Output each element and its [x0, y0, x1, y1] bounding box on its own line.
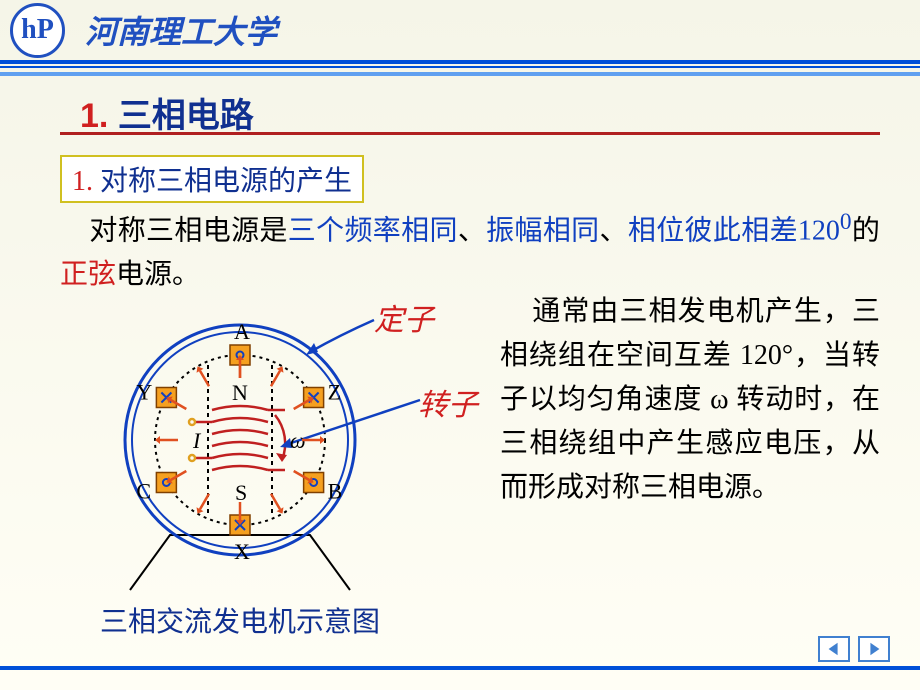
p1-seg3: 、 [458, 215, 486, 246]
svg-text:X: X [234, 539, 250, 564]
paragraph-2: 通常由三相发电机产生，三相绕组在空间互差 120°，当转子以均匀角速度 ω 转动… [500, 290, 880, 510]
stator-pointer [310, 320, 374, 352]
title-number: 1. [80, 97, 108, 135]
p2-text: 通常由三相发电机产生，三相绕组在空间互差 120°，当转子以均匀角速度 ω 转动… [500, 296, 880, 503]
p1-seg10: 电源。 [116, 259, 200, 290]
p1-seg2: 三个频率相同 [288, 215, 458, 246]
header: hP 河南理工大学 [0, 0, 920, 60]
bottom-rule [0, 666, 920, 670]
rule-thick [0, 60, 920, 64]
svg-text:B: B [328, 479, 343, 504]
subtitle-text: 对称三相电源的产生 [100, 166, 352, 197]
subtitle-number: 1. [72, 166, 93, 197]
diagram-caption: 三相交流发电机示意图 [100, 600, 380, 640]
paragraph-1: 对称三相电源是三个频率相同、振幅相同、相位彼此相差1200的正弦电源。 [60, 200, 880, 297]
next-button[interactable] [858, 636, 890, 662]
logo-text: hP [21, 14, 54, 46]
p1-seg1: 对称三相电源是 [89, 215, 287, 246]
university-logo: hP [10, 3, 65, 58]
nav-buttons [818, 636, 890, 662]
p1-seg6: 相位彼此相差 [628, 215, 798, 246]
prev-button[interactable] [818, 636, 850, 662]
current-label: I [192, 428, 202, 453]
p1-seg5: 、 [600, 215, 628, 246]
svg-text:A: A [234, 319, 250, 344]
svg-text:Z: Z [328, 380, 341, 405]
p1-seg7: 120 [798, 215, 840, 246]
section-subtitle: 1. 对称三相电源的产生 [60, 155, 364, 203]
pole-n: N [232, 380, 248, 405]
p1-seg9: 正弦 [60, 259, 116, 290]
rule-light [0, 72, 920, 76]
prev-icon [825, 640, 843, 658]
next-icon [865, 640, 883, 658]
svg-text:C: C [136, 479, 151, 504]
p1-seg4: 振幅相同 [486, 215, 599, 246]
rule-thin [0, 66, 920, 68]
page-title: 1. 三相电路 [80, 88, 254, 137]
title-text: 三相电路 [118, 97, 254, 135]
title-underline [60, 132, 880, 135]
p1-seg7sup: 0 [840, 209, 852, 235]
svg-text:Y: Y [136, 380, 152, 405]
p1-seg8: 的 [852, 215, 880, 246]
university-name: 河南理工大学 [85, 7, 277, 53]
pole-s: S [235, 480, 247, 505]
generator-diagram: AZBXCY N S I ω [90, 290, 430, 610]
rotor-coil [189, 406, 285, 470]
